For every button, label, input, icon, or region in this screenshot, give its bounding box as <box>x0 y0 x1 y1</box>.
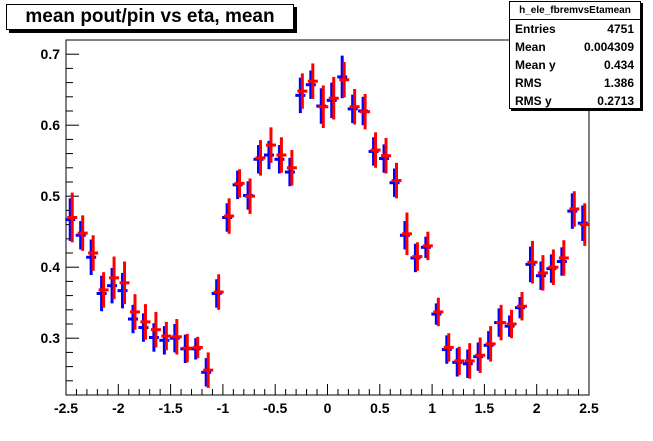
stats-name: h_ele_fbremvsEtamean <box>510 2 640 20</box>
stats-row-rms-y: RMS y 0.2713 <box>515 94 634 108</box>
x-tick-label: -2 <box>112 400 125 416</box>
x-tick-label: 1.5 <box>475 400 495 416</box>
y-tick-label: 0.7 <box>41 46 61 62</box>
y-tick-label: 0.5 <box>41 188 61 204</box>
x-tick-label: 2 <box>533 400 541 416</box>
data-marks <box>65 55 590 388</box>
x-tick-label: -0.5 <box>263 400 287 416</box>
x-tick-label: -1.5 <box>159 400 183 416</box>
stats-row-mean: Mean 0.004309 <box>515 40 634 54</box>
x-tick-label: 0 <box>324 400 332 416</box>
x-tick-label: 2.5 <box>579 400 599 416</box>
y-tick-label: 0.4 <box>41 259 61 275</box>
stats-box: h_ele_fbremvsEtamean Entries 4751 Mean 0.0… <box>509 1 641 109</box>
stats-row-mean-y: Mean y 0.434 <box>515 58 634 72</box>
axis-ticks <box>65 39 590 396</box>
stats-row-entries: Entries 4751 <box>515 22 634 36</box>
y-tick-label: 0.6 <box>41 117 61 133</box>
x-tick-label: 1 <box>428 400 436 416</box>
x-tick-label: 0.5 <box>370 400 390 416</box>
x-tick-label: -2.5 <box>54 400 78 416</box>
x-tick-labels: -2.5 -2 -1.5 -1 -0.5 0 0.5 1 1.5 2 2.5 <box>54 400 599 416</box>
stats-row-rms: RMS 1.386 <box>515 76 634 90</box>
x-tick-label: -1 <box>217 400 230 416</box>
y-tick-labels: 0.3 0.4 0.5 0.6 0.7 <box>41 46 61 346</box>
y-tick-label: 0.3 <box>41 330 61 346</box>
chart-title: mean pout/pin vs eta, mean <box>6 4 294 30</box>
